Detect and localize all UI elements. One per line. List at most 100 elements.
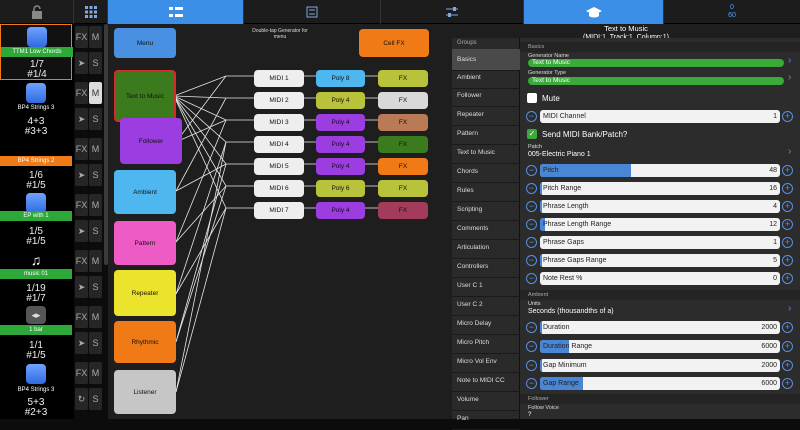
phrase-length-range-slider[interactable]: Phrase Length Range 12 — [540, 218, 780, 231]
slider-row[interactable]: − Pitch Range 16 + — [520, 180, 800, 197]
fx-7[interactable]: FX — [378, 202, 428, 219]
cell-slot-3[interactable]: BP4 Strings 2 1/6 #1/5 — [0, 138, 72, 194]
increment-button[interactable]: + — [782, 183, 793, 194]
slider-row[interactable]: − Phrase Length Range 12 + — [520, 216, 800, 233]
poly-7[interactable]: Poly 4 — [316, 202, 365, 219]
slider-row[interactable]: − Note Rest % 0 + — [520, 270, 800, 287]
gap-minimum-slider[interactable]: Gap Minimum 2000 — [540, 359, 780, 372]
fx-4[interactable]: FX — [378, 136, 428, 153]
group-item[interactable]: Comments — [452, 218, 520, 240]
slider-row[interactable]: − Phrase Length 4 + — [520, 198, 800, 215]
generator-pattern[interactable]: Pattern — [114, 221, 176, 265]
generator-ambient[interactable]: Ambient — [114, 170, 176, 214]
generator-type-field[interactable]: Text to Music — [528, 77, 784, 85]
cell-slot-2[interactable]: BP4 Strings 3 4+3 #3+3 — [0, 81, 72, 137]
arrow-icon[interactable]: ➤ — [75, 276, 88, 298]
generator-rhythmic[interactable]: Rhythmic — [114, 321, 176, 363]
increment-button[interactable]: + — [782, 219, 793, 230]
increment-button[interactable]: + — [782, 165, 793, 176]
fx-1[interactable]: FX — [378, 70, 428, 87]
mute-checkbox[interactable] — [527, 93, 537, 103]
fx-button[interactable]: FX — [75, 362, 88, 384]
units-value[interactable]: Seconds (thousandths of a) — [528, 308, 614, 315]
group-item[interactable]: Basics — [452, 49, 520, 71]
decrement-button[interactable]: − — [526, 273, 537, 284]
group-item[interactable]: Rules — [452, 180, 520, 202]
slider-row[interactable]: − Gap Range 6000 + — [520, 375, 800, 392]
duration-range-slider[interactable]: Duration Range 6000 — [540, 340, 780, 353]
midi-out-5[interactable]: MIDI 5 — [254, 158, 304, 175]
mute-row[interactable]: Mute — [520, 90, 800, 107]
arrow-icon[interactable]: ➤ — [75, 220, 88, 242]
solo-button[interactable]: S — [89, 108, 102, 130]
slider-row[interactable]: − Phrase Gaps Range 5 + — [520, 252, 800, 269]
mixer-tab[interactable] — [244, 0, 381, 24]
midi-out-2[interactable]: MIDI 2 — [254, 92, 304, 109]
group-item[interactable]: Volume — [452, 389, 520, 411]
cell-slot-5[interactable]: ♫ music 01 1/19 #1/7 — [0, 250, 72, 306]
chevron-right-icon[interactable]: › — [788, 303, 792, 314]
solo-button[interactable]: S — [89, 52, 102, 74]
poly-3[interactable]: Poly 4 — [316, 114, 365, 131]
phrase-gaps-slider[interactable]: Phrase Gaps 1 — [540, 236, 780, 249]
mute-button[interactable]: M — [89, 26, 102, 48]
fx-6[interactable]: FX — [378, 180, 428, 197]
decrement-button[interactable]: − — [526, 360, 537, 371]
generator-canvas[interactable]: Double-tap Generator for menu Menu Text … — [108, 24, 452, 419]
increment-button[interactable]: + — [782, 273, 793, 284]
arrow-icon[interactable]: ➤ — [75, 332, 88, 354]
decrement-button[interactable]: − — [526, 378, 537, 389]
phrase-gaps-range-slider[interactable]: Phrase Gaps Range 5 — [540, 254, 780, 267]
note-rest-slider[interactable]: Note Rest % 0 — [540, 272, 780, 285]
generator-view-tab[interactable] — [108, 0, 244, 24]
fx-button[interactable]: FX — [75, 194, 88, 216]
mute-button[interactable]: M — [89, 250, 102, 272]
cell-slot-7[interactable]: BP4 Strings 3 5+3 #2+3 — [0, 362, 72, 419]
phrase-length-slider[interactable]: Phrase Length 4 — [540, 200, 780, 213]
mute-button[interactable]: M — [89, 306, 102, 328]
fx-button[interactable]: FX — [75, 26, 88, 48]
arrow-icon[interactable]: ➤ — [75, 52, 88, 74]
chevron-right-icon[interactable]: › — [788, 146, 792, 157]
increment-button[interactable]: + — [782, 378, 793, 389]
group-item[interactable]: Pattern — [452, 123, 520, 145]
solo-button[interactable]: S — [89, 276, 102, 298]
increment-button[interactable]: + — [782, 111, 793, 122]
send-midi-row[interactable]: ✓ Send MIDI Bank/Patch? — [520, 126, 800, 143]
group-item[interactable]: Follower — [452, 85, 520, 107]
group-item[interactable]: Micro Vol Env — [452, 351, 520, 373]
lock-icon-area[interactable] — [0, 0, 74, 24]
fx-button[interactable]: FX — [75, 138, 88, 160]
decrement-button[interactable]: − — [526, 183, 537, 194]
increment-button[interactable]: + — [782, 322, 793, 333]
grid-view-button[interactable] — [74, 0, 108, 24]
fx-button[interactable]: FX — [75, 306, 88, 328]
pitch-range-slider[interactable]: Pitch Range 16 — [540, 182, 780, 195]
fx-5[interactable]: FX — [378, 158, 428, 175]
arrow-icon[interactable]: ➤ — [75, 108, 88, 130]
decrement-button[interactable]: − — [526, 255, 537, 266]
slider-row[interactable]: − Pitch 48 + — [520, 162, 800, 179]
decrement-button[interactable]: − — [526, 201, 537, 212]
generator-listener[interactable]: Listener — [114, 370, 176, 414]
midi-out-1[interactable]: MIDI 1 — [254, 70, 304, 87]
group-item[interactable]: Controllers — [452, 256, 520, 278]
duration-slider[interactable]: Duration 2000 — [540, 321, 780, 334]
slider-row[interactable]: − Gap Minimum 2000 + — [520, 357, 800, 374]
cell-slot-4[interactable]: EP with 1 1/5 #1/5 — [0, 193, 72, 250]
pitch-slider[interactable]: Pitch 48 — [540, 164, 780, 177]
decrement-button[interactable]: − — [526, 322, 537, 333]
learn-tab[interactable] — [524, 0, 664, 24]
decrement-button[interactable]: − — [526, 165, 537, 176]
mute-button[interactable]: M — [89, 194, 102, 216]
generator-text-to-music[interactable]: Text to Music — [114, 70, 176, 122]
generator-menu[interactable]: Menu — [114, 28, 176, 58]
patch-value[interactable]: 005-Electric Piano 1 — [528, 151, 591, 158]
decrement-button[interactable]: − — [526, 219, 537, 230]
group-item[interactable]: Chords — [452, 161, 520, 183]
fx-3[interactable]: FX — [378, 114, 428, 131]
cell-fx[interactable]: Cell FX — [359, 29, 429, 57]
solo-button[interactable]: S — [89, 332, 102, 354]
poly-5[interactable]: Poly 4 — [316, 158, 365, 175]
group-item[interactable]: Articulation — [452, 237, 520, 259]
